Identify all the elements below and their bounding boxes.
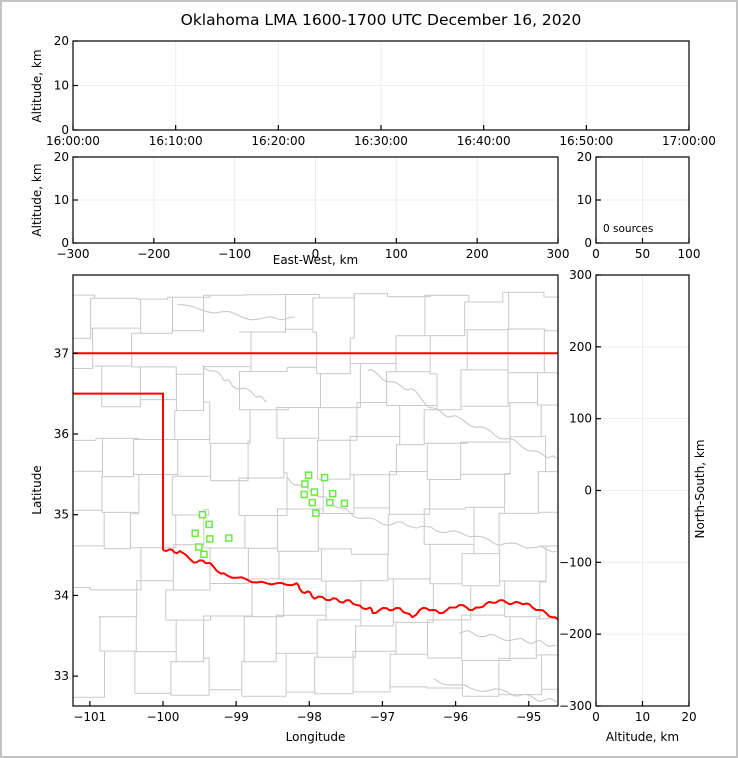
tick-label: −99 xyxy=(223,710,248,724)
tick-label: 16:10:00 xyxy=(149,134,203,148)
tick-label: 0 xyxy=(61,123,69,137)
lma-station-marker xyxy=(312,509,320,517)
lma-station-marker xyxy=(191,529,199,538)
tick-label: −300 xyxy=(57,247,90,261)
panel-frame xyxy=(72,274,559,707)
tick-label: −100 xyxy=(218,247,251,261)
tick-label: −101 xyxy=(73,710,106,724)
lma-station-marker xyxy=(310,488,319,496)
tick-label: 300 xyxy=(547,247,570,261)
tick-label: 10 xyxy=(635,710,650,724)
ew-height-x-axis-label: East-West, km xyxy=(272,253,359,267)
state-border-line xyxy=(73,392,164,551)
tick-label: −200 xyxy=(137,247,170,261)
lma-station-marker xyxy=(195,543,203,551)
tick-label: 300 xyxy=(569,268,592,282)
tick-label: 16:30:00 xyxy=(354,134,408,148)
river-line xyxy=(433,678,557,703)
tick-label: −200 xyxy=(559,627,592,641)
tick-label: 35 xyxy=(54,508,69,522)
tick-label: 100 xyxy=(385,247,408,261)
red-river-border xyxy=(162,548,558,621)
tick-label: −100 xyxy=(559,555,592,569)
lma-station-marker xyxy=(198,510,207,519)
tick-label: −97 xyxy=(370,710,395,724)
tick-label: 34 xyxy=(54,588,69,602)
ns-height-right-axis-label: North-South, km xyxy=(693,439,707,539)
tick-label: 16:40:00 xyxy=(457,134,511,148)
river-line xyxy=(286,477,557,553)
lma-station-marker xyxy=(206,535,214,543)
tick-label: 200 xyxy=(466,247,489,261)
river-line xyxy=(202,364,268,403)
tick-label: 0 xyxy=(312,247,320,261)
lma-station-marker xyxy=(200,550,208,559)
river-line xyxy=(177,303,295,321)
tick-label: 17:00:00 xyxy=(662,134,716,148)
tick-label: 16:00:00 xyxy=(46,134,100,148)
tick-label: 100 xyxy=(678,247,701,261)
tick-label: 100 xyxy=(569,412,592,426)
tick-label: 20 xyxy=(681,710,696,724)
map-x-axis-label: Longitude xyxy=(285,730,346,744)
time-height-panel[interactable] xyxy=(73,41,689,130)
tick-label: 36 xyxy=(54,427,69,441)
source-count-annotation: 0 sources xyxy=(603,223,654,235)
tick-label: 0 xyxy=(592,710,600,724)
tick-label: 16:20:00 xyxy=(251,134,305,148)
tick-label: 20 xyxy=(54,34,69,48)
county-boundaries xyxy=(73,291,558,698)
lma-station-marker xyxy=(308,498,316,507)
tick-label: 50 xyxy=(635,247,650,261)
ns-height-x-axis-label: Altitude, km xyxy=(605,730,680,744)
tick-label: 10 xyxy=(577,193,592,207)
tick-label: 33 xyxy=(54,669,69,683)
lma-station-marker xyxy=(326,498,334,507)
river-line xyxy=(367,369,557,459)
tick-label: 0 xyxy=(584,236,592,250)
lma-station-marker xyxy=(301,480,309,488)
plan-view-map-panel[interactable] xyxy=(73,275,558,706)
lma-station-marker xyxy=(205,520,213,529)
ew-height-y-axis-label: Altitude, km xyxy=(30,163,44,237)
tick-label: 20 xyxy=(577,150,592,164)
tick-label: 0 xyxy=(61,236,69,250)
ew-height-panel[interactable] xyxy=(73,157,558,243)
tick-label: 16:50:00 xyxy=(559,134,613,148)
tick-label: −96 xyxy=(443,710,468,724)
lma-station-marker xyxy=(300,490,308,499)
tick-label: −300 xyxy=(559,699,592,713)
tick-label: −100 xyxy=(146,710,179,724)
tick-label: 37 xyxy=(54,346,69,360)
tick-label: 200 xyxy=(569,340,592,354)
lma-station-marker xyxy=(320,473,329,482)
lma-station-marker xyxy=(304,471,313,479)
river-line xyxy=(459,629,557,648)
tick-label: 10 xyxy=(54,193,69,207)
tick-label: 0 xyxy=(584,484,592,498)
lma-station-marker xyxy=(225,534,233,542)
tick-label: −95 xyxy=(516,710,541,724)
tick-label: 0 xyxy=(592,247,600,261)
map-y-axis-label: Latitude xyxy=(30,465,44,515)
tick-label: 20 xyxy=(54,150,69,164)
time-height-y-axis-label: Altitude, km xyxy=(30,49,44,123)
figure-title: Oklahoma LMA 1600-1700 UTC December 16, … xyxy=(180,11,582,29)
lma-station-marker xyxy=(340,499,349,508)
map-geography xyxy=(73,291,558,703)
ns-height-panel[interactable] xyxy=(596,275,689,706)
tick-label: −98 xyxy=(297,710,322,724)
tick-label: 10 xyxy=(54,79,69,93)
lma-station-marker xyxy=(328,489,337,498)
